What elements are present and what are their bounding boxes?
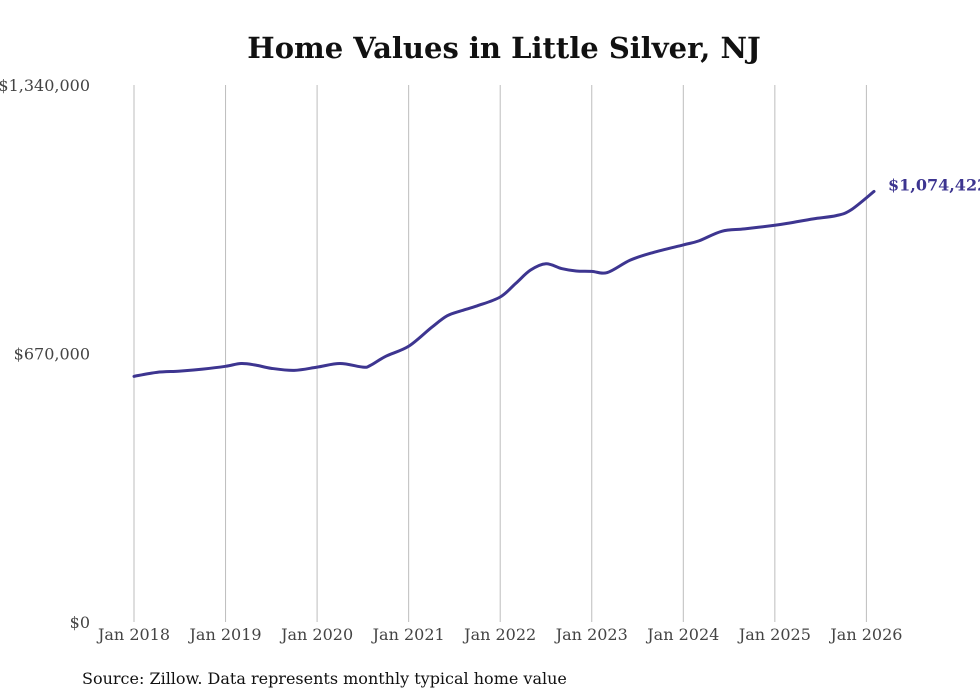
x-tick-label: Jan 2025: [737, 625, 811, 644]
x-tick-label: Jan 2019: [188, 625, 262, 644]
home-value-line: [132, 189, 876, 378]
y-tick-label: $0: [70, 613, 90, 632]
y-axis-ticks: $0 $670,000 $1,340,000: [0, 76, 90, 632]
grid-lines: [133, 85, 867, 622]
chart-title: Home Values in Little Silver, NJ: [247, 31, 760, 65]
x-tick-label: Jan 2020: [279, 625, 353, 644]
x-tick-label: Jan 2022: [462, 625, 536, 644]
y-tick-label: $1,340,000: [0, 76, 90, 95]
latest-value-label: $1,074,422: [888, 175, 980, 194]
x-tick-label: Jan 2023: [554, 625, 628, 644]
x-tick-label: Jan 2024: [645, 625, 719, 644]
x-tick-label: Jan 2026: [828, 625, 902, 644]
x-axis-ticks: Jan 2018 Jan 2019 Jan 2020 Jan 2021 Jan 2022…: [96, 625, 902, 644]
x-tick-label: Jan 2018: [96, 625, 170, 644]
source-note: Source: Zillow. Data represents monthly …: [82, 669, 567, 688]
x-tick-label: Jan 2021: [371, 625, 445, 644]
y-tick-label: $670,000: [14, 345, 90, 364]
